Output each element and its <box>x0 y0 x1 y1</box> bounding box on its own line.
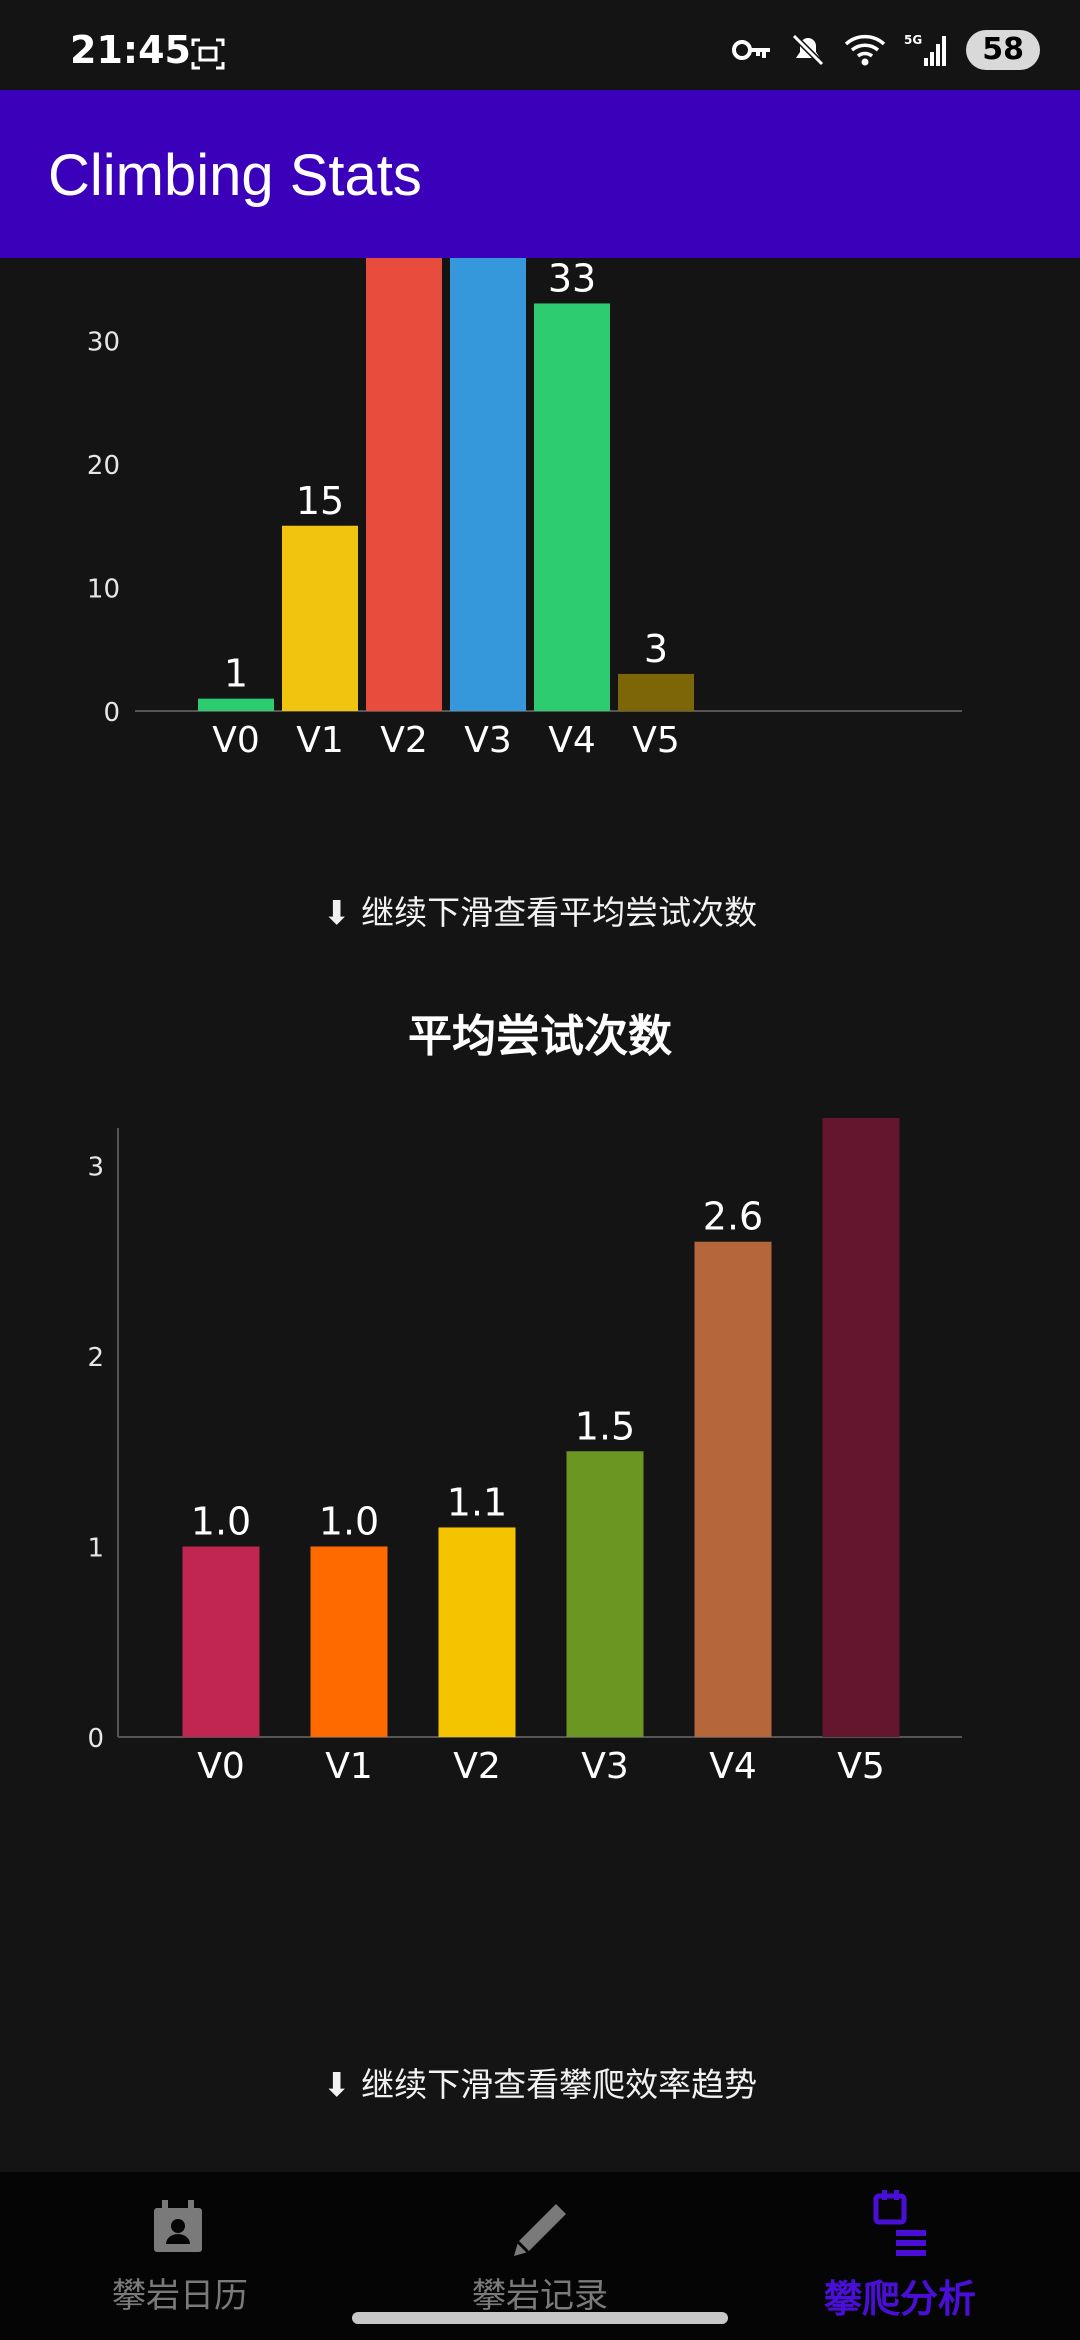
data-label: 2.6 <box>703 1195 763 1239</box>
gesture-handle[interactable] <box>352 2312 728 2324</box>
mute-icon <box>792 33 825 67</box>
bar-v5 <box>618 673 694 711</box>
data-label: 33 <box>548 258 596 300</box>
calendar-icon <box>154 2200 202 2252</box>
key-icon <box>732 40 771 60</box>
status-time: 21:45 <box>70 28 191 72</box>
bar-v0 <box>198 698 274 711</box>
y-tick-label: 3 <box>87 1153 104 1183</box>
wifi-icon <box>845 34 886 66</box>
y-tick-label: 1 <box>87 1534 104 1564</box>
bottom-navigation: 攀岩日历 攀岩记录 攀爬分析 <box>0 2172 1080 2340</box>
y-tick-label: 2 <box>87 1343 104 1373</box>
bar-v0 <box>182 1546 260 1737</box>
svg-text:5G: 5G <box>904 33 922 47</box>
x-tick-label: V5 <box>837 1746 885 1787</box>
nav-item-records[interactable]: 攀岩记录 <box>360 2172 720 2340</box>
x-tick-label: V3 <box>464 720 512 761</box>
x-tick-label: V0 <box>197 1746 245 1787</box>
data-label: 1.0 <box>319 1500 379 1544</box>
y-tick-label: 0 <box>87 1724 104 1754</box>
bar-v2 <box>366 258 442 711</box>
data-label: 3 <box>644 627 668 671</box>
bar-v4 <box>534 303 610 711</box>
scroll-hint-average: ⬇ 继续下滑查看平均尝试次数 <box>0 886 1080 934</box>
x-tick-label: V1 <box>296 720 344 761</box>
y-tick-label: 20 <box>87 451 120 481</box>
nav-item-calendar[interactable]: 攀岩日历 <box>0 2172 360 2340</box>
pencil-icon <box>514 2204 566 2256</box>
x-tick-label: V3 <box>581 1746 629 1787</box>
screenshot-icon <box>191 38 225 70</box>
nav-item-analysis[interactable]: 攀爬分析 <box>720 2172 1080 2340</box>
x-tick-label: V4 <box>709 1746 757 1787</box>
scroll-hint-trend: ⬇ 继续下滑查看攀爬效率趋势 <box>0 2058 1080 2106</box>
x-tick-label: V1 <box>325 1746 373 1787</box>
x-tick-label: V5 <box>632 720 680 761</box>
status-icons: 5G 58 <box>732 30 1040 70</box>
app-title: Climbing Stats <box>48 143 422 208</box>
y-tick-label: 0 <box>103 698 120 728</box>
bar-v3 <box>566 1451 644 1737</box>
signal-5g-icon: 5G <box>904 33 947 66</box>
data-label: 1.0 <box>191 1500 251 1544</box>
data-label: 15 <box>296 479 344 523</box>
y-tick-label: 30 <box>87 328 120 358</box>
nav-label-analysis: 攀爬分析 <box>823 2277 976 2321</box>
data-label: 1.1 <box>447 1480 507 1524</box>
app-bar: Climbing Stats <box>0 90 1080 258</box>
bar-v1 <box>282 525 358 711</box>
analytics-icon <box>873 2190 926 2256</box>
analytics-content[interactable]: 0 10 20 30 1 V0 15 V1 V2 V3 33 V4 3 V5 ⬇ 继续下滑查看平均尝试次数… <box>0 258 1080 2172</box>
bar-v5 <box>822 1118 900 1737</box>
data-label: 1 <box>224 652 248 696</box>
scroll-hint-trend-text: 继续下滑查看攀爬效率趋势 <box>361 2065 758 2104</box>
status-bar: 21:45 5G 58 <box>0 0 1080 90</box>
nav-label-calendar: 攀岩日历 <box>112 2276 248 2316</box>
average-attempts-title: 平均尝试次数 <box>408 1011 672 1062</box>
battery-indicator: 58 <box>966 30 1040 70</box>
y-tick-label: 10 <box>87 575 120 605</box>
arrow-down-icon: ⬇ <box>322 2065 351 2104</box>
x-tick-label: V4 <box>548 720 596 761</box>
bar-v2 <box>438 1527 516 1737</box>
arrow-down-icon: ⬇ <box>322 893 351 932</box>
bar-v4 <box>694 1241 772 1737</box>
grade-count-chart: 0 10 20 30 1 V0 15 V1 V2 V3 33 V4 3 V5 <box>87 258 962 761</box>
bar-v1 <box>310 1546 388 1737</box>
bar-v3 <box>450 258 526 711</box>
nav-label-records: 攀岩记录 <box>472 2276 608 2316</box>
x-tick-label: V0 <box>212 720 260 761</box>
x-tick-label: V2 <box>453 1746 501 1787</box>
x-tick-label: V2 <box>380 720 428 761</box>
scroll-hint-average-text: 继续下滑查看平均尝试次数 <box>361 893 758 932</box>
data-label: 1.5 <box>575 1404 635 1448</box>
